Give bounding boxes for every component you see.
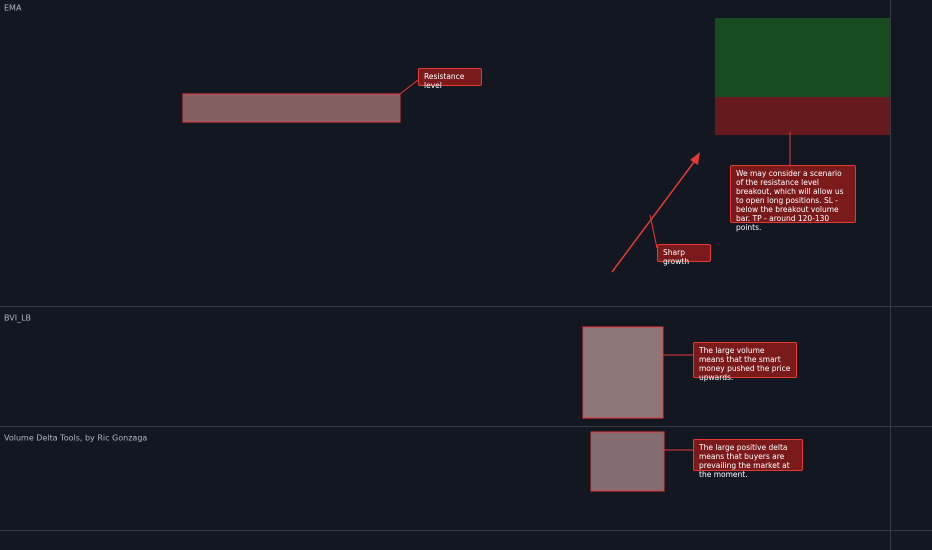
resistance-zone [182,93,401,123]
stop-loss-zone [715,97,890,135]
delta-highlight [590,431,665,492]
annotation: We may consider a scenario of the resist… [730,165,856,232]
annotation: Sharp growth [657,244,711,266]
take-profit-zone [715,18,890,97]
pane-title: Volume Delta Tools, by Ric Gonzaga [4,434,147,443]
pointer [399,79,419,95]
volume-highlight [582,326,664,419]
annotation: The large volume means that the smart mo… [693,342,797,382]
arrow-head [690,152,700,165]
pane-title: BVI_LB [4,314,31,323]
annotation: Resistance level [418,68,482,90]
annotation: The large positive delta means that buye… [693,439,803,479]
pane-title: EMA [4,4,22,13]
growth-arrow [611,161,695,273]
